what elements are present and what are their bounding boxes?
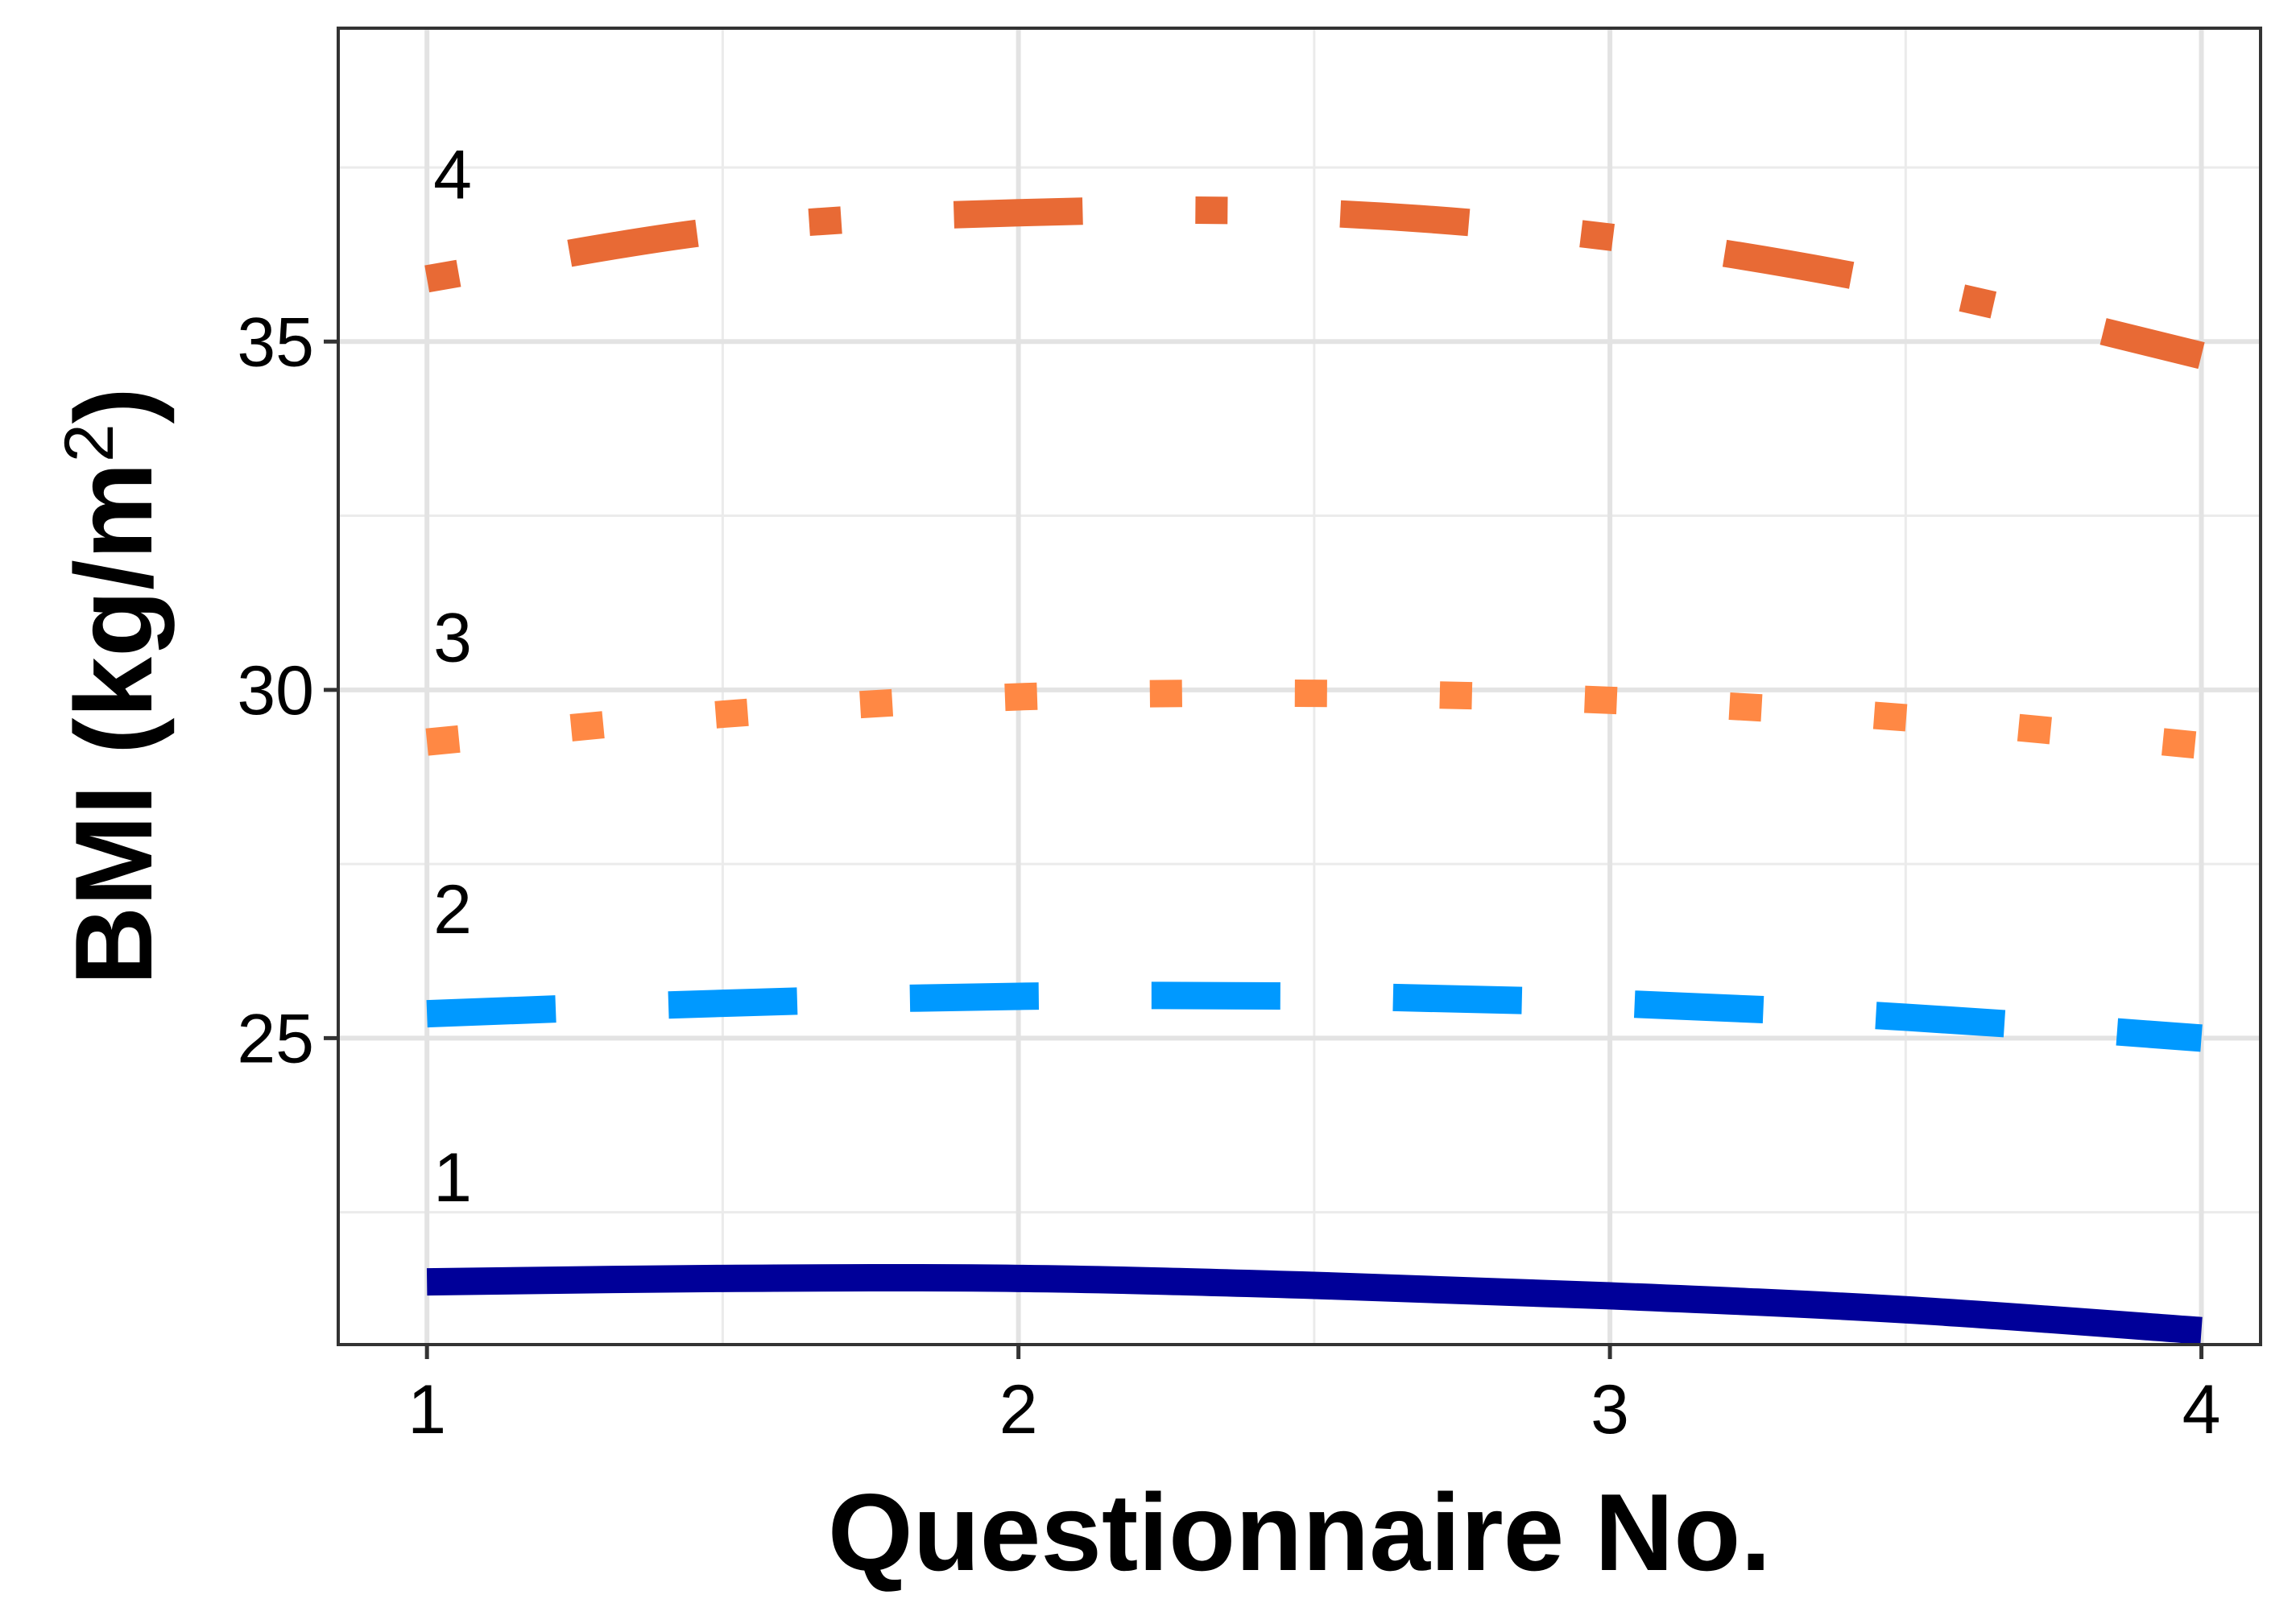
y-tick-label: 25 bbox=[237, 1000, 314, 1077]
series-labels: 1 2 3 4 bbox=[433, 136, 472, 1217]
series-label-1: 1 bbox=[433, 1139, 472, 1217]
plot-panel-border bbox=[337, 27, 2262, 1346]
y-tick-label: 30 bbox=[237, 652, 314, 729]
series-line-1 bbox=[426, 1263, 2203, 1345]
series-label-4: 4 bbox=[433, 136, 472, 213]
x-tick-label: 1 bbox=[407, 1371, 446, 1448]
series-line-3 bbox=[425, 679, 2203, 759]
y-axis-title-main: BMI (kg/m bbox=[52, 462, 175, 985]
y-axis-title: BMI (kg/m2) bbox=[51, 387, 175, 985]
x-tick-label: 2 bbox=[999, 1371, 1038, 1448]
axes: 1 2 3 4 25 30 35 bbox=[237, 304, 2220, 1448]
y-axis-title-superscript: 2 bbox=[51, 424, 128, 462]
x-axis-title: Questionnaire No. bbox=[828, 1471, 1771, 1593]
x-tick-label: 4 bbox=[2182, 1371, 2221, 1448]
y-tick-label: 35 bbox=[237, 304, 314, 381]
series-line-2 bbox=[426, 981, 2203, 1052]
series-label-2: 2 bbox=[433, 871, 472, 948]
x-tick-label: 3 bbox=[1591, 1371, 1629, 1448]
series-layer bbox=[424, 196, 2205, 1345]
y-axis-title-close: ) bbox=[52, 387, 175, 424]
series-label-3: 3 bbox=[433, 600, 472, 677]
